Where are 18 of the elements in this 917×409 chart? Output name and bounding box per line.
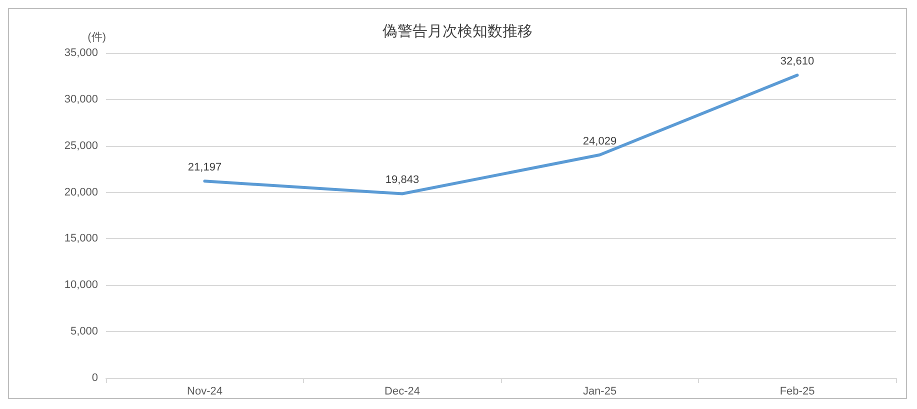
y-tick-label: 35,000 bbox=[64, 47, 98, 59]
data-label: 19,843 bbox=[385, 174, 420, 186]
y-tick-label: 15,000 bbox=[64, 232, 98, 245]
x-tick-label: Jan-25 bbox=[582, 386, 617, 398]
y-tick-label: 30,000 bbox=[64, 93, 98, 106]
x-tick-label: Nov-24 bbox=[187, 386, 222, 398]
y-tick-label: 10,000 bbox=[64, 279, 98, 292]
data-label: 21,197 bbox=[188, 162, 222, 174]
data-label: 32,610 bbox=[780, 56, 814, 68]
y-tick-label: 20,000 bbox=[64, 186, 98, 198]
y-tick-label: 25,000 bbox=[64, 140, 98, 152]
y-tick-label: 0 bbox=[92, 372, 98, 384]
chart-title: 偽警告月次検知数推移 bbox=[382, 23, 532, 40]
y-axis-title: (件) bbox=[88, 32, 106, 44]
x-tick-label: Dec-24 bbox=[384, 386, 420, 398]
x-tick-label: Feb-25 bbox=[780, 386, 815, 398]
y-tick-label: 5,000 bbox=[70, 326, 98, 338]
data-label: 24,029 bbox=[582, 135, 617, 148]
